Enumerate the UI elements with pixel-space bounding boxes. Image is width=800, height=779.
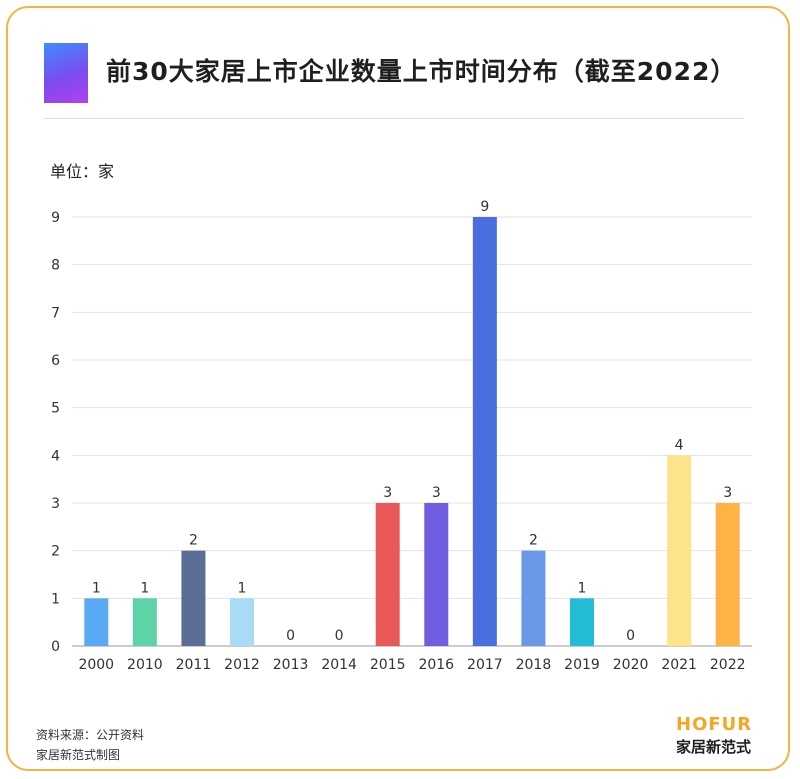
x-tick-label-2012: 2012 [224, 657, 260, 673]
y-tick-label: 8 [51, 258, 60, 274]
data-label-2015: 3 [383, 485, 392, 501]
x-tick-label-2013: 2013 [273, 657, 309, 673]
data-label-2011: 2 [189, 533, 198, 549]
bar-2021 [667, 455, 692, 646]
bar-2018 [521, 550, 546, 646]
x-tick-label-2019: 2019 [564, 657, 600, 673]
gridlines [72, 216, 752, 647]
data-label-2000: 1 [92, 580, 101, 596]
x-axis-ticks: 2000 2010 2011 2012 2013 2014 2015 2016 2017 2018… [78, 657, 745, 673]
bar-2010 [132, 598, 157, 646]
data-label-2018: 2 [529, 533, 538, 549]
bar-2022 [715, 503, 740, 646]
data-label-2014: 0 [335, 628, 344, 644]
bar-2011 [181, 550, 206, 646]
bar-2019 [570, 598, 594, 646]
data-label-2019: 1 [578, 580, 587, 596]
bar-2012 [230, 598, 254, 646]
y-tick-label: 9 [51, 210, 60, 226]
y-tick-label: 5 [51, 401, 60, 417]
brand-logo-cn: 家居新范式 [676, 738, 752, 756]
bar-2015 [375, 503, 400, 646]
title-divider [44, 118, 744, 119]
data-label-2016: 3 [432, 485, 441, 501]
y-tick-label: 1 [51, 591, 60, 607]
unit-label: 单位：家 [50, 162, 115, 181]
brand-logo-en: HOFUR [676, 714, 753, 735]
y-axis-ticks: 0 1 2 3 4 5 6 7 8 9 [51, 210, 60, 655]
x-tick-label-2015: 2015 [370, 657, 406, 673]
data-label-2021: 4 [675, 437, 684, 453]
data-label-2013: 0 [286, 628, 295, 644]
title-accent-block [44, 43, 88, 103]
chart-title: 前30大家居上市企业数量上市时间分布（截至2022） [106, 57, 737, 86]
data-label-2010: 1 [140, 580, 149, 596]
data-labels: 1 1 2 1 0 0 3 3 9 2 1 0 4 3 [92, 199, 732, 644]
x-tick-label-2018: 2018 [516, 657, 552, 673]
data-label-2022: 3 [723, 485, 732, 501]
x-tick-label-2000: 2000 [78, 657, 114, 673]
y-tick-label: 3 [51, 496, 60, 512]
source-note: 资料来源：公开资料 [36, 728, 145, 742]
bars [84, 217, 740, 646]
x-tick-label-2017: 2017 [467, 657, 503, 673]
x-tick-label-2011: 2011 [176, 657, 212, 673]
x-tick-label-2016: 2016 [418, 657, 454, 673]
x-tick-label-2022: 2022 [710, 657, 746, 673]
x-tick-label-2010: 2010 [127, 657, 163, 673]
y-tick-label: 0 [51, 639, 60, 655]
data-label-2012: 1 [238, 580, 247, 596]
x-tick-label-2020: 2020 [613, 657, 649, 673]
maker-note: 家居新范式制图 [36, 748, 121, 762]
y-tick-label: 2 [51, 544, 60, 560]
data-label-2020: 0 [626, 628, 635, 644]
data-label-2017: 9 [480, 199, 489, 215]
x-tick-label-2021: 2021 [661, 657, 697, 673]
bar-2016 [424, 503, 449, 646]
bar-2000 [84, 598, 109, 646]
x-tick-label-2014: 2014 [321, 657, 357, 673]
bar-2017 [472, 217, 497, 646]
y-tick-label: 4 [51, 448, 60, 464]
y-tick-label: 6 [51, 353, 60, 369]
y-tick-label: 7 [51, 305, 60, 321]
